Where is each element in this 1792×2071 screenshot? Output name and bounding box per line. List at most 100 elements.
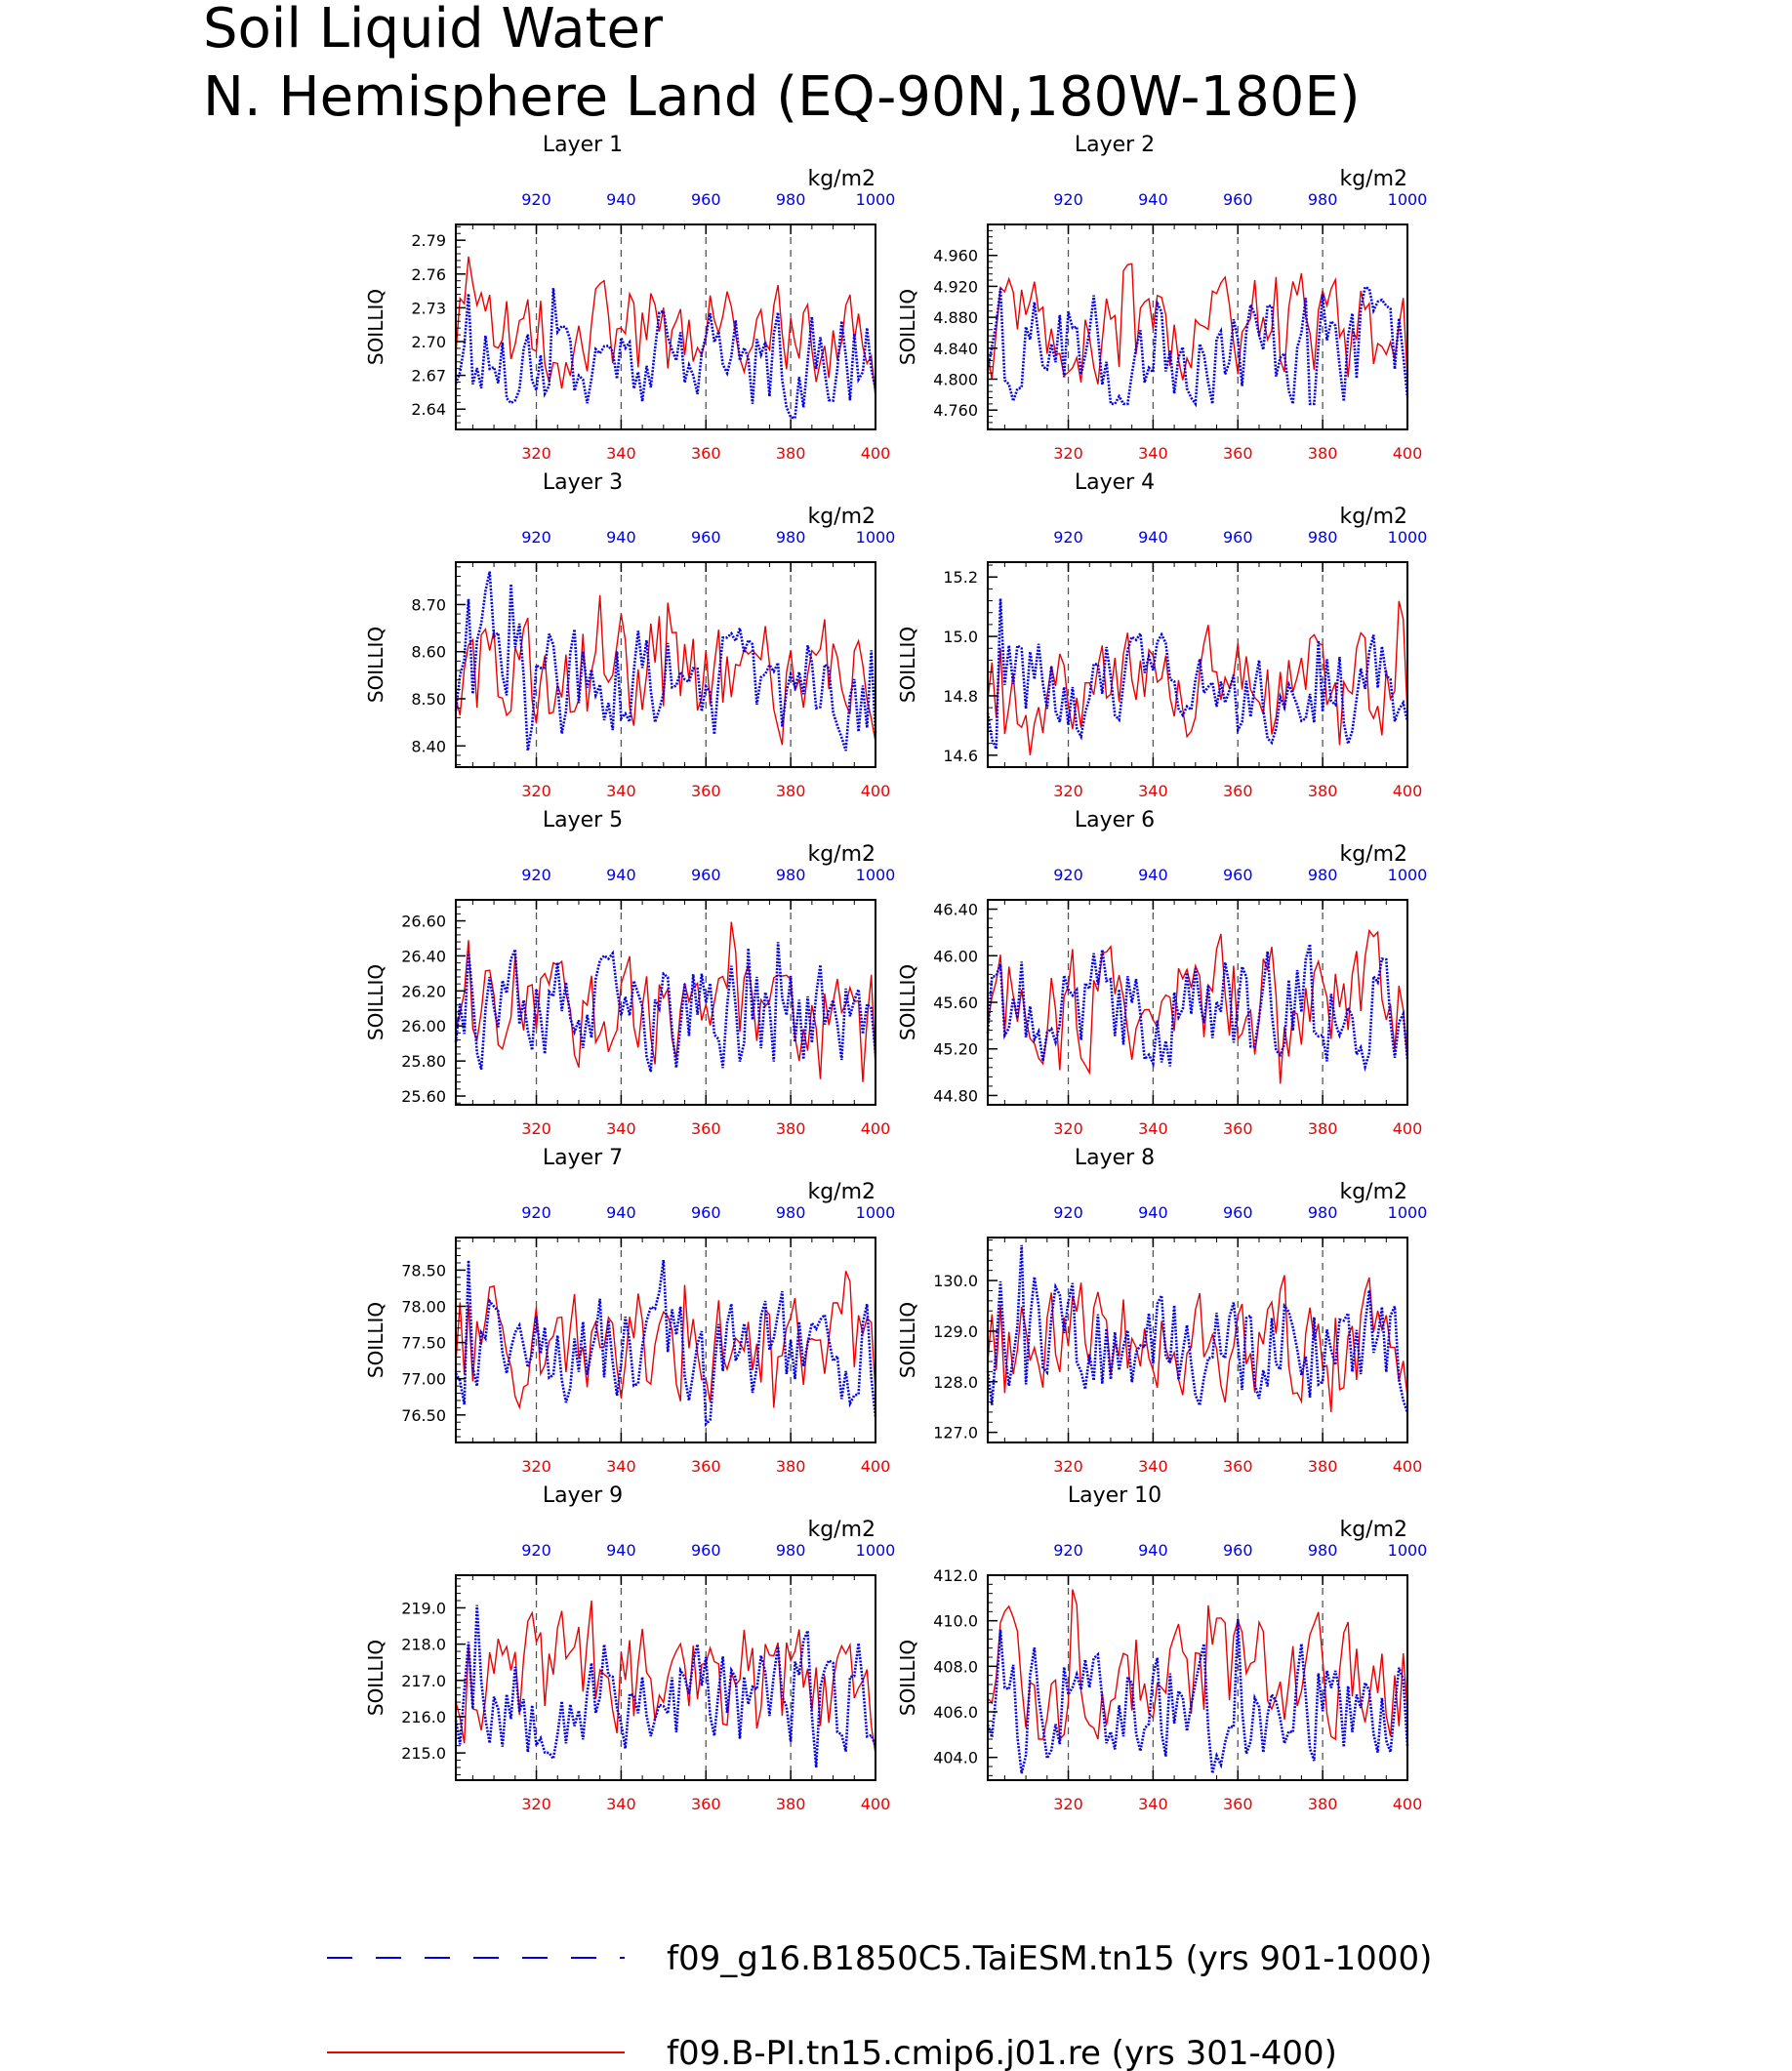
y-tick-label: 77.00 <box>401 1370 446 1389</box>
x-top-tick-label: 960 <box>1223 866 1253 884</box>
x-top-tick-label: 940 <box>1138 1203 1168 1222</box>
x-bottom-tick-label: 360 <box>1223 444 1253 463</box>
series-line-cmip6 <box>987 263 1408 385</box>
x-bottom-tick-label: 380 <box>1308 444 1338 463</box>
panel-title: Layer 8 <box>1075 1146 1155 1170</box>
x-bottom-tick-label: 340 <box>606 782 636 800</box>
x-top-tick-label: 980 <box>776 528 806 547</box>
y-tick-label: 26.00 <box>401 1017 446 1036</box>
x-top-tick-label: 960 <box>1223 1541 1253 1560</box>
y-axis-label: SOILLIQ <box>364 1640 387 1716</box>
y-tick-label: 45.20 <box>933 1040 978 1059</box>
units-label: kg/m2 <box>1339 1180 1407 1204</box>
x-bottom-tick-label: 400 <box>1393 1457 1423 1476</box>
units-label: kg/m2 <box>807 505 876 529</box>
x-bottom-tick-label: 380 <box>1308 782 1338 800</box>
plot-frame <box>455 1574 876 1781</box>
y-tick-label: 14.8 <box>943 687 978 706</box>
y-tick-label: 46.40 <box>933 901 978 919</box>
x-bottom-tick-label: 360 <box>691 782 721 800</box>
chart-title-line1: Soil Liquid Water <box>203 0 664 61</box>
x-bottom-tick-label: 400 <box>861 782 891 800</box>
series-line-taiesm <box>986 285 1409 408</box>
x-top-tick-label: 940 <box>1138 1541 1168 1560</box>
x-bottom-tick-label: 380 <box>776 782 806 800</box>
x-top-tick-label: 920 <box>1053 528 1083 547</box>
x-bottom-tick-label: 340 <box>606 1795 636 1813</box>
series-line-taiesm <box>454 1604 877 1768</box>
y-tick-label: 46.00 <box>933 947 978 965</box>
panel-title: Layer 7 <box>543 1146 623 1170</box>
units-label: kg/m2 <box>807 167 876 191</box>
x-bottom-tick-label: 320 <box>1053 1457 1083 1476</box>
series-line-taiesm <box>986 1244 1409 1414</box>
plot-frame <box>455 561 876 768</box>
x-top-tick-label: 960 <box>691 1203 721 1222</box>
y-tick-label: 128.0 <box>933 1373 978 1392</box>
y-tick-label: 14.6 <box>943 747 978 765</box>
x-bottom-tick-label: 360 <box>691 1457 721 1476</box>
y-tick-label: 4.800 <box>933 370 978 388</box>
x-bottom-tick-label: 360 <box>691 1795 721 1813</box>
plot-frame <box>987 561 1408 768</box>
x-bottom-tick-label: 360 <box>1223 1119 1253 1138</box>
x-top-tick-label: 920 <box>1053 190 1083 209</box>
series-line-cmip6 <box>987 928 1408 1084</box>
x-bottom-tick-label: 320 <box>521 444 551 463</box>
y-axis-label: SOILLIQ <box>364 1302 387 1378</box>
x-top-tick-label: 1000 <box>1388 1541 1428 1560</box>
y-tick-label: 218.0 <box>401 1636 446 1654</box>
x-bottom-tick-label: 320 <box>521 1457 551 1476</box>
x-top-tick-label: 980 <box>776 1541 806 1560</box>
x-top-tick-label: 960 <box>691 866 721 884</box>
x-top-tick-label: 920 <box>1053 1203 1083 1222</box>
y-axis-label: SOILLIQ <box>364 289 387 365</box>
y-tick-label: 4.960 <box>933 247 978 265</box>
x-top-tick-label: 980 <box>776 1203 806 1222</box>
x-bottom-tick-label: 380 <box>776 1119 806 1138</box>
chart-title-line2: N. Hemisphere Land (EQ-90N,180W-180E) <box>203 65 1361 129</box>
x-bottom-tick-label: 320 <box>1053 1119 1083 1138</box>
x-bottom-tick-label: 340 <box>1138 782 1168 800</box>
y-tick-label: 215.0 <box>401 1744 446 1763</box>
panel-layer-5: Layer 5 kg/m2 SOILLIQ 25.60 25.80 26.00 26.20 2… <box>364 808 895 1138</box>
units-label: kg/m2 <box>807 842 876 867</box>
y-tick-label: 4.880 <box>933 308 978 327</box>
x-bottom-tick-label: 320 <box>521 782 551 800</box>
panel-layer-3: Layer 3 kg/m2 SOILLIQ 8.40 8.50 8.60 8.70 320 34… <box>364 470 895 800</box>
y-tick-label: 8.60 <box>411 643 446 662</box>
panel-title: Layer 1 <box>543 133 623 157</box>
y-tick-label: 8.40 <box>411 737 446 755</box>
x-bottom-tick-label: 400 <box>1393 444 1423 463</box>
y-tick-label: 219.0 <box>401 1599 446 1617</box>
x-bottom-tick-label: 320 <box>1053 782 1083 800</box>
series-line-cmip6 <box>987 1275 1408 1412</box>
x-top-tick-label: 920 <box>521 1541 551 1560</box>
x-top-tick-label: 940 <box>606 1541 636 1560</box>
x-bottom-tick-label: 400 <box>861 1457 891 1476</box>
y-tick-label: 8.50 <box>411 690 446 709</box>
x-top-tick-label: 960 <box>691 1541 721 1560</box>
units-label: kg/m2 <box>807 1180 876 1204</box>
x-top-tick-label: 1000 <box>856 190 896 209</box>
y-tick-label: 15.0 <box>943 628 978 646</box>
y-tick-label: 129.0 <box>933 1322 978 1341</box>
x-bottom-tick-label: 340 <box>1138 444 1168 463</box>
y-tick-label: 77.50 <box>401 1334 446 1353</box>
panel-layer-8: Layer 8 kg/m2 SOILLIQ 127.0 128.0 129.0 130.0 3… <box>896 1146 1427 1476</box>
x-bottom-tick-label: 340 <box>1138 1795 1168 1813</box>
panel-title: Layer 3 <box>543 470 623 495</box>
panel-layer-7: Layer 7 kg/m2 SOILLIQ 76.50 77.00 77.50 78.00 7… <box>364 1146 895 1476</box>
x-top-tick-label: 920 <box>1053 866 1083 884</box>
plot-frame <box>455 1237 876 1443</box>
y-tick-label: 2.64 <box>411 400 446 419</box>
x-top-tick-label: 940 <box>1138 866 1168 884</box>
legend: f09_g16.B1850C5.TaiESM.tn15 (yrs 901-100… <box>327 1939 1432 2071</box>
plot-frame <box>987 899 1408 1106</box>
legend-label-taiesm: f09_g16.B1850C5.TaiESM.tn15 (yrs 901-100… <box>667 1939 1432 1978</box>
plot-frame <box>987 1574 1408 1781</box>
y-axis-label: SOILLIQ <box>896 627 919 703</box>
x-bottom-tick-label: 360 <box>691 1119 721 1138</box>
legend-label-cmip6: f09.B-PI.tn15.cmip6.j01.re (yrs 301-400) <box>667 2034 1337 2071</box>
y-tick-label: 25.80 <box>401 1052 446 1071</box>
